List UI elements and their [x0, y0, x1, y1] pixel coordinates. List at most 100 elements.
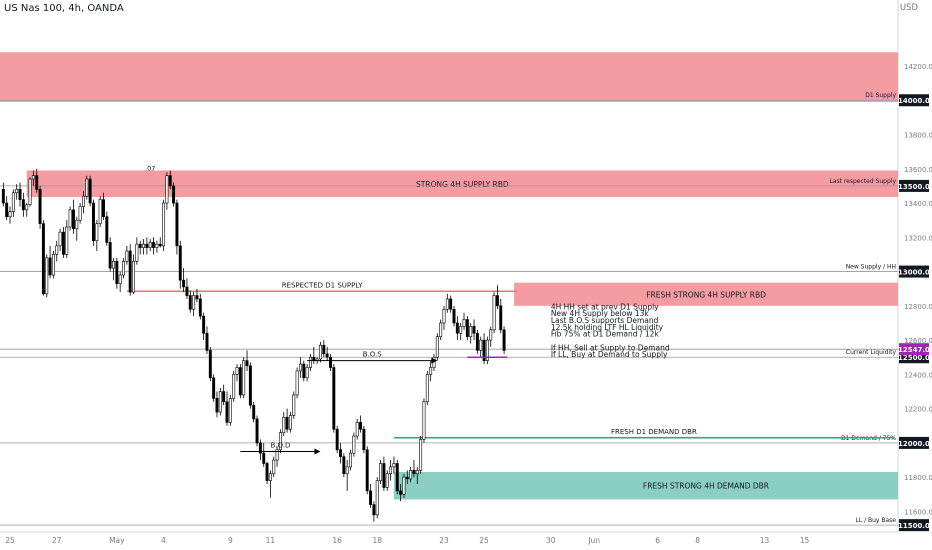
candle-down: [38, 189, 42, 224]
x-tick-label: 16: [332, 536, 342, 545]
candle-down: [495, 295, 499, 307]
y-tick-label: 13200.0: [904, 234, 932, 242]
candle-up: [31, 175, 35, 180]
level-line-label: RESPECTED D1 SUPPLY: [282, 281, 364, 289]
candle-down: [395, 463, 399, 492]
x-tick-label: 23: [439, 536, 449, 545]
candle-down: [138, 243, 142, 248]
supply-zone: [0, 52, 898, 102]
supply-zone: [514, 282, 898, 306]
candle-down: [108, 242, 112, 269]
zone-label: FRESH STRONG 4H SUPPLY RBD: [646, 290, 766, 299]
candle-up: [352, 435, 356, 454]
candle-up: [402, 476, 406, 495]
annotation-text: 12.5k holding LTF HL Liquidity: [551, 323, 664, 332]
candle-down: [158, 243, 162, 247]
price-badge: [899, 519, 929, 532]
candle-up: [415, 470, 419, 475]
candle-down: [198, 298, 202, 317]
price-badge: [899, 94, 929, 107]
candle-up: [81, 195, 85, 207]
candle-down: [452, 308, 456, 324]
x-tick-label: 27: [52, 536, 62, 545]
x-tick-label: 18: [372, 536, 382, 545]
candle-down: [145, 243, 149, 248]
reference-line-label: D1 Supply: [865, 92, 896, 99]
x-tick-label: 13: [760, 536, 770, 545]
candle-down: [61, 231, 65, 255]
candle-up: [439, 322, 443, 337]
x-tick-label: 4: [161, 536, 166, 545]
candle-down: [5, 202, 9, 218]
x-tick-label: 25: [5, 536, 15, 545]
candle-down: [369, 490, 373, 505]
candle-down: [372, 504, 376, 516]
candle-up: [112, 260, 115, 269]
candle-down: [105, 216, 109, 243]
candle-down: [41, 223, 45, 295]
candle-up: [68, 209, 72, 228]
candle-up: [132, 260, 135, 293]
candle-up: [15, 189, 19, 194]
candle-down: [185, 286, 189, 296]
reference-line-label: LL / Buy Base: [855, 517, 896, 524]
candle-down: [265, 463, 269, 481]
x-tick-label: May: [109, 536, 125, 545]
y-tick-label: 11600.0: [904, 508, 932, 516]
candle-down: [405, 476, 409, 480]
candle-up: [28, 178, 32, 206]
candle-down: [188, 295, 192, 310]
x-tick-label: 25: [479, 536, 489, 545]
candle-down: [252, 404, 256, 420]
candle-down: [152, 242, 156, 248]
candle-down: [258, 442, 262, 454]
candle-up: [425, 374, 429, 403]
candle-up: [218, 391, 222, 413]
candle-down: [255, 418, 259, 444]
candle-up: [435, 336, 439, 358]
candle-down: [245, 360, 249, 367]
candle-up: [45, 257, 49, 295]
candle-up: [485, 339, 489, 361]
candle-down: [335, 428, 339, 451]
candle-down: [482, 339, 486, 361]
candle-down: [88, 178, 92, 204]
reference-line-label: New Supply / HH: [846, 264, 896, 271]
y-tick-label: 14200.0: [904, 63, 932, 71]
y-tick-label: 12200.0: [904, 406, 932, 414]
candle-down: [312, 356, 316, 361]
candle-up: [65, 226, 69, 255]
price-badge: [899, 179, 929, 192]
candle-up: [242, 360, 246, 396]
candle-down: [322, 344, 326, 355]
candle-down: [382, 463, 386, 488]
candle-down: [195, 295, 199, 300]
candle-down: [92, 202, 95, 242]
price-badge: [899, 265, 929, 278]
x-tick-label: 30: [546, 536, 556, 545]
reference-line-label: Current Liquidity: [846, 349, 897, 356]
zone-label: STRONG 4H SUPPLY RBD: [416, 180, 509, 189]
candle-down: [175, 202, 179, 247]
candle-down: [212, 377, 216, 399]
arrow-label: B.O.D: [270, 441, 290, 449]
candle-up: [85, 178, 89, 197]
y-tick-label: 12400.0: [904, 371, 932, 379]
candle-up: [469, 326, 473, 337]
x-tick-label: 8: [695, 536, 700, 545]
currency-label: USD: [899, 3, 918, 13]
candle-up: [25, 204, 29, 211]
candle-up: [375, 480, 379, 516]
candle-up: [419, 439, 423, 471]
annotation-text: If HH, Sell at Supply to Demand: [551, 343, 670, 352]
candle-up: [479, 339, 483, 351]
candle-up: [228, 398, 232, 423]
x-tick-label: 6: [655, 536, 660, 545]
candle-up: [379, 463, 383, 481]
candle-up: [319, 344, 322, 360]
y-tick-label: 13600.0: [904, 166, 932, 174]
annotation-text: Fib 75% at D1 Demand / 12k: [551, 330, 660, 339]
candle-down: [202, 315, 206, 334]
x-tick-label: 11: [266, 536, 276, 545]
